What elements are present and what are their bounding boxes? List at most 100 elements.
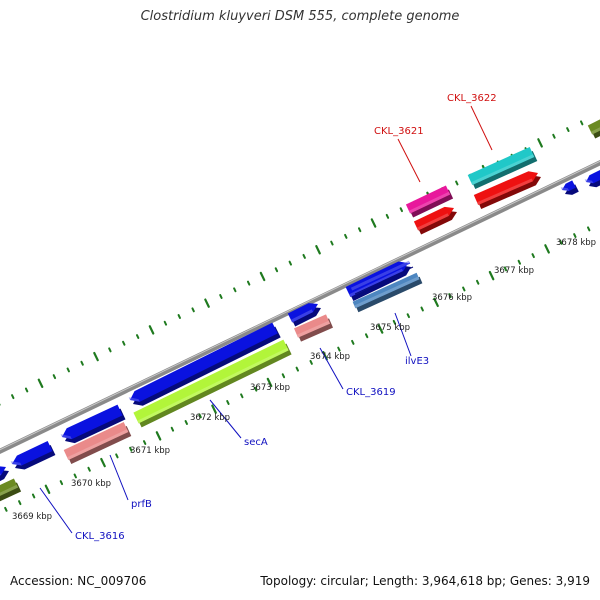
- rna-lower-1-prfb-highlight: [67, 429, 129, 460]
- gene-label: CKL_3619: [346, 387, 396, 398]
- outer-tick-major: [370, 218, 377, 228]
- gene-label: CKL_3616: [75, 531, 125, 542]
- cds-upper-2: [60, 404, 126, 444]
- rna-lower-2-highlight: [137, 347, 289, 424]
- rna-lower-1-prfb: [63, 422, 132, 464]
- cds-lower-5-highlight: [350, 260, 411, 291]
- cds-upper-3-seca-face: [130, 322, 278, 402]
- genome-title: Clostridium kluyveri DSM 555, complete g…: [140, 9, 460, 24]
- cds-lower-5-shadow: [354, 266, 414, 295]
- kbp-label: 3678 kbp: [556, 238, 596, 248]
- cds-upper-9: [584, 170, 600, 188]
- cds-upper-9-face: [586, 170, 600, 184]
- inner-tick-minor: [184, 420, 188, 425]
- outer-tick-minor: [24, 387, 29, 393]
- gene-label-connector: [397, 138, 421, 183]
- inner-tick-minor: [253, 386, 258, 392]
- rna-lower-3: [294, 314, 333, 342]
- inner-tick-minor: [198, 413, 202, 419]
- outer-tick-major: [37, 378, 44, 388]
- cds-lower-6: [413, 206, 457, 235]
- cds-upper-7-ckl3622: [467, 147, 538, 189]
- outer-tick-major: [93, 351, 99, 362]
- cds-lower-7: [473, 171, 541, 209]
- inner-tick-minor: [87, 466, 91, 472]
- outer-tick-minor: [80, 360, 84, 366]
- cds-upper-6-ckl3621-face: [405, 185, 451, 214]
- gene-label: prfB: [131, 499, 152, 510]
- labels-group: 3669 kbp 3670 kbp 3671 kbp 3672 kbp 3673 kbp…: [12, 93, 596, 542]
- outer-tick-minor: [219, 294, 223, 299]
- cds-lower-4-ilve3-shadow: [355, 276, 423, 313]
- cds-upper-4: [287, 303, 321, 327]
- cds-upper-1-face: [12, 441, 53, 466]
- inner-tick-minor: [226, 400, 230, 405]
- inner-tick-minor: [531, 253, 535, 259]
- inner-tick-minor: [587, 226, 591, 232]
- outer-tick-minor: [52, 374, 57, 380]
- outer-tick-minor: [66, 367, 70, 373]
- outer-tick-minor: [274, 267, 279, 273]
- outer-tick-minor: [455, 180, 459, 186]
- genome-backbone-group: [0, 160, 600, 454]
- outer-tick-major: [204, 298, 210, 308]
- outer-tick-minor: [122, 340, 126, 346]
- gene-label-connector: [470, 105, 493, 151]
- kbp-label: 3676 kbp: [432, 293, 472, 303]
- rna-lower-2-face: [133, 339, 289, 424]
- outer-tick-minor: [302, 253, 306, 259]
- outer-tick-minor: [11, 394, 15, 400]
- cds-upper-10: [587, 119, 600, 139]
- outer-tick-major: [259, 271, 266, 282]
- inner-tick-major: [100, 457, 106, 468]
- inner-tick-minor: [295, 366, 299, 372]
- outer-tick-minor: [552, 133, 556, 139]
- inner-tick-major: [377, 324, 384, 334]
- cds-upper-2-face: [62, 404, 123, 440]
- cds-upper-2-highlight: [60, 434, 72, 440]
- cds-lower-7-highlight: [477, 178, 533, 205]
- gene-label: CKL_3622: [447, 93, 497, 104]
- inner-tick-minor: [129, 446, 133, 452]
- gene-label-connector: [39, 487, 73, 534]
- outer-tick-minor: [357, 227, 362, 233]
- outer-tick-minor: [288, 260, 292, 266]
- inner-tick-major: [266, 377, 273, 388]
- outer-tick-major: [537, 138, 543, 148]
- inner-tick-minor: [59, 480, 64, 486]
- gene-features-group: [0, 119, 600, 502]
- gene-label-connector: [109, 454, 129, 501]
- cds-lower-0-highlight: [0, 484, 19, 496]
- inner-tick-minor: [573, 233, 577, 238]
- gene-label: secA: [244, 437, 268, 448]
- cds-upper-3-seca: [128, 322, 281, 406]
- outer-tick-minor: [580, 120, 584, 126]
- cds-lower-4-ilve3: [352, 272, 423, 313]
- inner-tick-major: [544, 244, 550, 254]
- cds-upper-0: [0, 466, 9, 482]
- inner-tick-major: [44, 484, 51, 494]
- cds-upper-4-highlight: [290, 309, 314, 323]
- rna-lower-3-highlight: [296, 320, 330, 338]
- inner-tick-minor: [142, 440, 147, 445]
- outer-tick-minor: [399, 207, 404, 213]
- cds-upper-8: [560, 180, 579, 195]
- inner-tick-major: [433, 297, 439, 308]
- genome-backbone: [0, 160, 600, 454]
- gene-label-connector: [394, 312, 412, 357]
- outer-tick-minor: [108, 347, 112, 353]
- topology-text: Topology: circular; Length: 3,964,618 bp…: [260, 574, 590, 588]
- outer-tick-minor: [330, 240, 334, 246]
- inner-tick-minor: [503, 266, 508, 272]
- cds-upper-0-face: [0, 466, 6, 476]
- accession-text: Accession: NC_009706: [10, 574, 147, 588]
- inner-tick-minor: [364, 333, 369, 339]
- kbp-label: 3674 kbp: [310, 352, 350, 362]
- cds-lower-0: [0, 478, 22, 502]
- inner-tick-minor: [559, 239, 563, 245]
- gene-label-connector: [209, 399, 242, 439]
- inner-tick-minor: [462, 286, 466, 292]
- cds-upper-8-highlight: [560, 187, 570, 191]
- inner-tick-minor: [115, 453, 119, 459]
- cds-upper-7-ckl3622-face: [467, 147, 535, 185]
